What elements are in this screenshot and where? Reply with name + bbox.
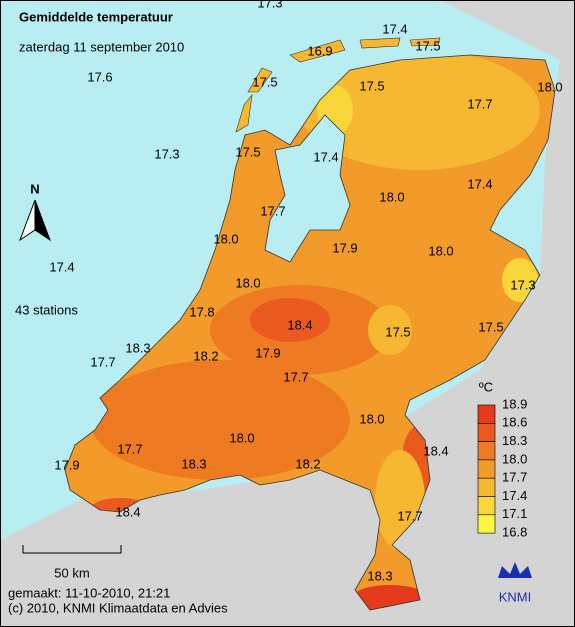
station-value: 18.3 bbox=[181, 456, 206, 471]
made-date: gemaakt: 11-10-2010, 21:21 bbox=[8, 585, 170, 600]
legend-swatch bbox=[477, 514, 496, 534]
station-value: 17.7 bbox=[283, 369, 308, 384]
station-value: 17.4 bbox=[382, 21, 407, 36]
legend-swatch bbox=[477, 477, 496, 497]
legend-swatch bbox=[477, 422, 496, 442]
station-value: 17.9 bbox=[255, 345, 280, 360]
station-value: 17.4 bbox=[313, 149, 338, 164]
ijsselmeer bbox=[264, 114, 351, 263]
legend-tick-label: 18.6 bbox=[502, 415, 527, 430]
station-value: 17.7 bbox=[467, 96, 492, 111]
station-value: 18.0 bbox=[229, 430, 254, 445]
station-value: 17.7 bbox=[117, 441, 142, 456]
legend-tick-label: 18.3 bbox=[502, 433, 527, 448]
station-value: 16.9 bbox=[307, 43, 332, 58]
station-value: 18.2 bbox=[295, 456, 320, 471]
station-value: 18.0 bbox=[428, 243, 453, 258]
station-value: 17.9 bbox=[54, 457, 79, 472]
legend-tick-label: 18.0 bbox=[502, 451, 527, 466]
station-value: 17.7 bbox=[260, 203, 285, 218]
legend-swatch bbox=[477, 459, 496, 479]
compass-arrow-right bbox=[34, 199, 52, 242]
station-value: 18.0 bbox=[537, 79, 562, 94]
title: Gemiddelde temperatuur bbox=[19, 9, 173, 24]
station-value: 18.0 bbox=[359, 411, 384, 426]
station-value: 18.4 bbox=[287, 317, 312, 332]
legend-tick-label: 16.8 bbox=[502, 525, 527, 540]
station-value: 17.5 bbox=[478, 319, 503, 334]
station-value: 17.5 bbox=[252, 74, 277, 89]
copyright: (c) 2010, KNMI Klimaatdata en Advies bbox=[8, 600, 228, 615]
field-blob bbox=[90, 360, 350, 480]
scale-bar bbox=[22, 545, 122, 554]
subtitle: zaterdag 11 september 2010 bbox=[19, 39, 184, 54]
logo-crown bbox=[498, 562, 532, 578]
station-value: 17.4 bbox=[467, 176, 492, 191]
station-value: 17.5 bbox=[359, 78, 384, 93]
legend-tick-label: 17.7 bbox=[502, 470, 527, 485]
legend-swatch bbox=[477, 404, 496, 424]
station-value: 17.3 bbox=[154, 146, 179, 161]
station-value: 17.8 bbox=[189, 304, 214, 319]
station-value: 17.9 bbox=[332, 240, 357, 255]
station-value: 18.3 bbox=[367, 568, 392, 583]
station-value: 18.3 bbox=[125, 340, 150, 355]
station-value: 18.0 bbox=[379, 189, 404, 204]
legend-tick-label: 18.9 bbox=[502, 396, 527, 411]
island bbox=[289, 39, 346, 63]
station-value: 17.5 bbox=[235, 144, 260, 159]
station-value: 17.3 bbox=[257, 0, 282, 10]
scale-label: 50 km bbox=[54, 565, 89, 580]
station-value: 18.2 bbox=[193, 348, 218, 363]
field-blob bbox=[368, 305, 412, 355]
legend-tick-label: 17.1 bbox=[502, 506, 527, 521]
legend-swatch bbox=[477, 496, 496, 516]
station-value: 17.3 bbox=[510, 277, 535, 292]
station-value: 17.5 bbox=[415, 38, 440, 53]
station-count: 43 stations bbox=[15, 302, 78, 317]
station-value: 18.4 bbox=[115, 504, 140, 519]
compass-label: N bbox=[30, 181, 39, 196]
island bbox=[409, 37, 441, 47]
islands bbox=[235, 37, 441, 133]
station-value: 17.4 bbox=[49, 259, 74, 274]
station-value: 17.6 bbox=[87, 69, 112, 84]
logo-text: KNMI bbox=[499, 589, 532, 604]
legend-swatch bbox=[477, 441, 496, 461]
legend-unit: ºC bbox=[479, 379, 493, 394]
logo: KNMI bbox=[498, 562, 532, 604]
field-blob bbox=[502, 258, 538, 302]
station-value: 17.7 bbox=[397, 508, 422, 523]
station-value: 17.7 bbox=[90, 354, 115, 369]
compass: N bbox=[18, 181, 52, 242]
island bbox=[235, 93, 253, 133]
island bbox=[247, 67, 273, 93]
island bbox=[359, 37, 401, 49]
station-value: 17.5 bbox=[385, 324, 410, 339]
station-value: 18.0 bbox=[213, 231, 238, 246]
station-value: 18.4 bbox=[423, 443, 448, 458]
legend-tick-label: 17.4 bbox=[502, 488, 527, 503]
station-value: 18.0 bbox=[235, 275, 260, 290]
field-blob bbox=[300, 55, 540, 170]
field-blob bbox=[250, 298, 330, 342]
